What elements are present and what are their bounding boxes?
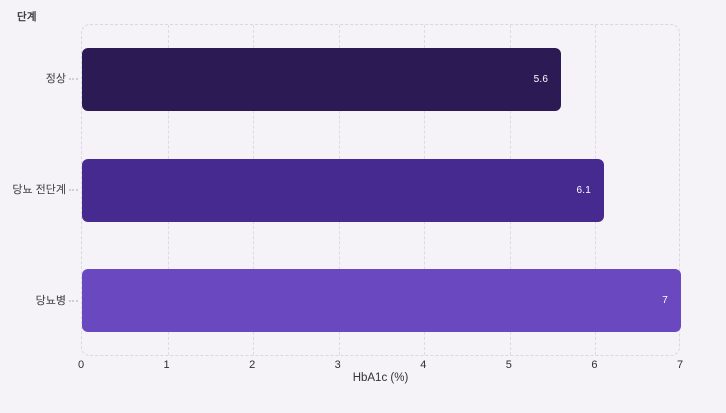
x-tick-label: 0 — [77, 359, 85, 371]
bar: 6.1 — [82, 158, 604, 222]
x-tick-label: 7 — [676, 359, 684, 371]
category-tick — [69, 189, 78, 191]
chart-title: 단계 — [17, 11, 37, 23]
category-label: 정상 — [45, 73, 66, 86]
x-tick-label: 3 — [334, 359, 341, 371]
bar-value-label: 5.6 — [533, 73, 549, 85]
category-label: 당뇨 전단계 — [12, 184, 66, 196]
x-tick-label: 1 — [163, 359, 170, 371]
x-tick-label: 6 — [591, 359, 598, 371]
bar: 5.6 — [82, 47, 562, 111]
bar-value-label: 6.1 — [576, 184, 591, 196]
category-tick — [69, 78, 78, 81]
x-tick-label: 4 — [420, 359, 427, 371]
x-axis-label: HbA1c (%) — [352, 372, 409, 384]
bar: 7 — [82, 269, 681, 333]
x-tick-label: 2 — [249, 359, 256, 371]
x-tick-label: 5 — [505, 359, 512, 371]
bar-value-label: 7 — [662, 295, 668, 307]
category-tick — [69, 299, 78, 302]
category-label: 당뇨병 — [35, 294, 66, 307]
